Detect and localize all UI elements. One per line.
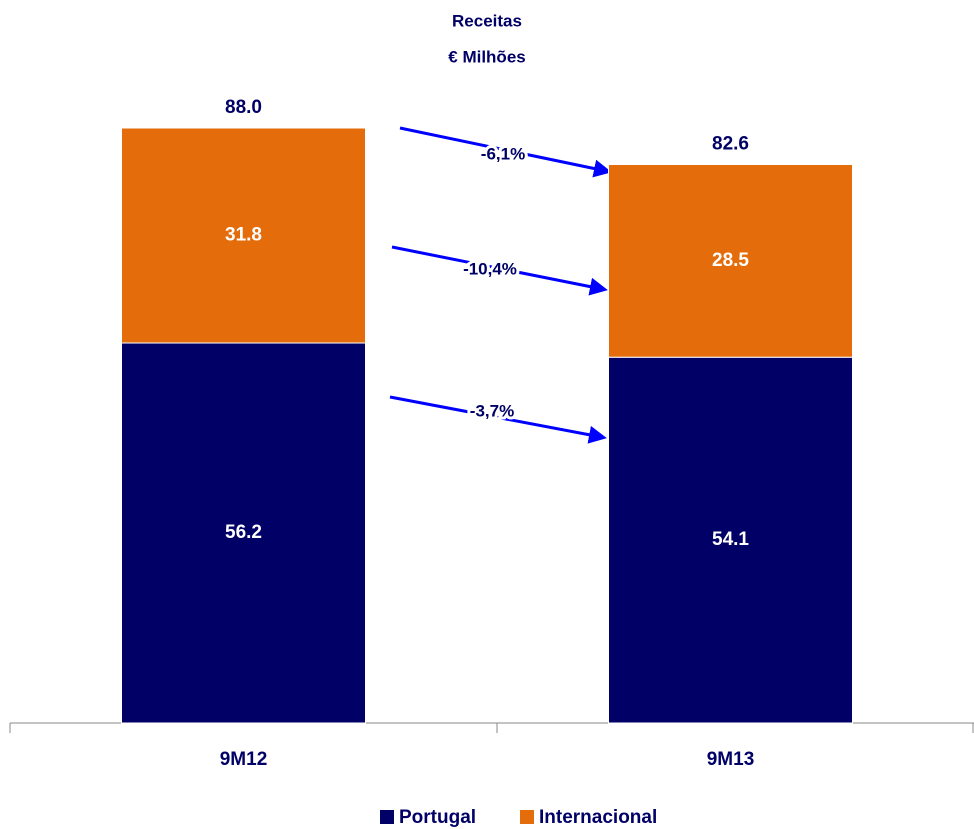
- value-label: 31.8: [225, 225, 262, 246]
- value-label: 28.5: [712, 250, 749, 271]
- legend-swatch: [380, 810, 394, 824]
- x-tick-label: 9M12: [220, 749, 268, 770]
- arrow: [391, 245, 608, 296]
- bar-segment: [121, 127, 366, 344]
- annotation: -3,7%: [470, 401, 514, 420]
- annotation: -10,4%: [463, 259, 517, 278]
- bar-segment: [608, 356, 853, 724]
- annotation: -6,1%: [481, 144, 525, 163]
- chart-title: Receitas: [452, 11, 522, 30]
- arrow: [399, 126, 612, 178]
- legend-label: Internacional: [539, 807, 657, 828]
- arrow: [389, 395, 607, 444]
- legend-swatch: [520, 810, 534, 824]
- value-label: 54.1: [712, 529, 749, 550]
- total-label: 88.0: [225, 97, 262, 118]
- value-label: 56.2: [225, 522, 262, 543]
- bar-segment: [121, 342, 366, 724]
- x-tick-label: 9M13: [707, 749, 755, 770]
- total-label: 82.6: [712, 134, 749, 155]
- chart-subtitle: € Milhões: [448, 47, 525, 66]
- bar-segment: [608, 164, 853, 358]
- legend-label: Portugal: [399, 807, 476, 828]
